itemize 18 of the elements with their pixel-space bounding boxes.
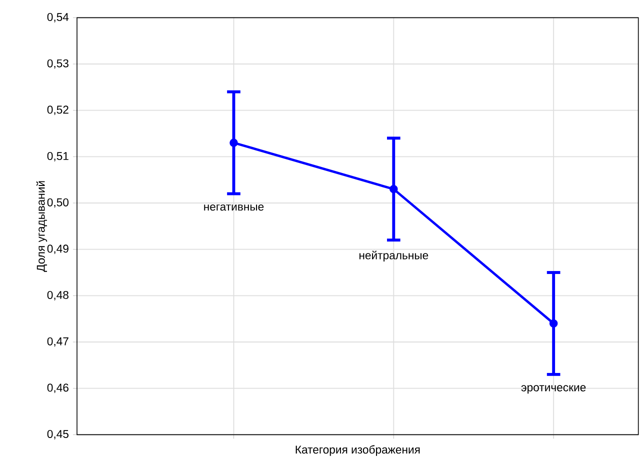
y-axis-title: Доля угадываний (36, 181, 48, 272)
y-tick-label: 0,47 (47, 337, 68, 347)
x-tick-label: нейтральные (359, 250, 428, 262)
y-tick-label: 0,48 (47, 290, 68, 300)
x-tick-label: эротические (521, 385, 586, 394)
y-tick-label: 0,51 (47, 152, 68, 162)
y-tick-label: 0,46 (47, 384, 68, 394)
y-tick-label: 0,54 (47, 13, 69, 22)
point (390, 184, 398, 194)
y-tick-label: 0,50 (47, 198, 69, 208)
y-tick-label: 0,52 (47, 106, 68, 116)
x-tick-label: негативные (204, 204, 264, 211)
y-tick-label: 0,49 (47, 244, 68, 254)
point (549, 319, 558, 328)
point (230, 138, 238, 147)
y-tick-label: 0,45 (47, 430, 68, 440)
x-axis-title: Категория изображения (296, 445, 420, 456)
y-tick-label: 0,53 (47, 59, 68, 69)
